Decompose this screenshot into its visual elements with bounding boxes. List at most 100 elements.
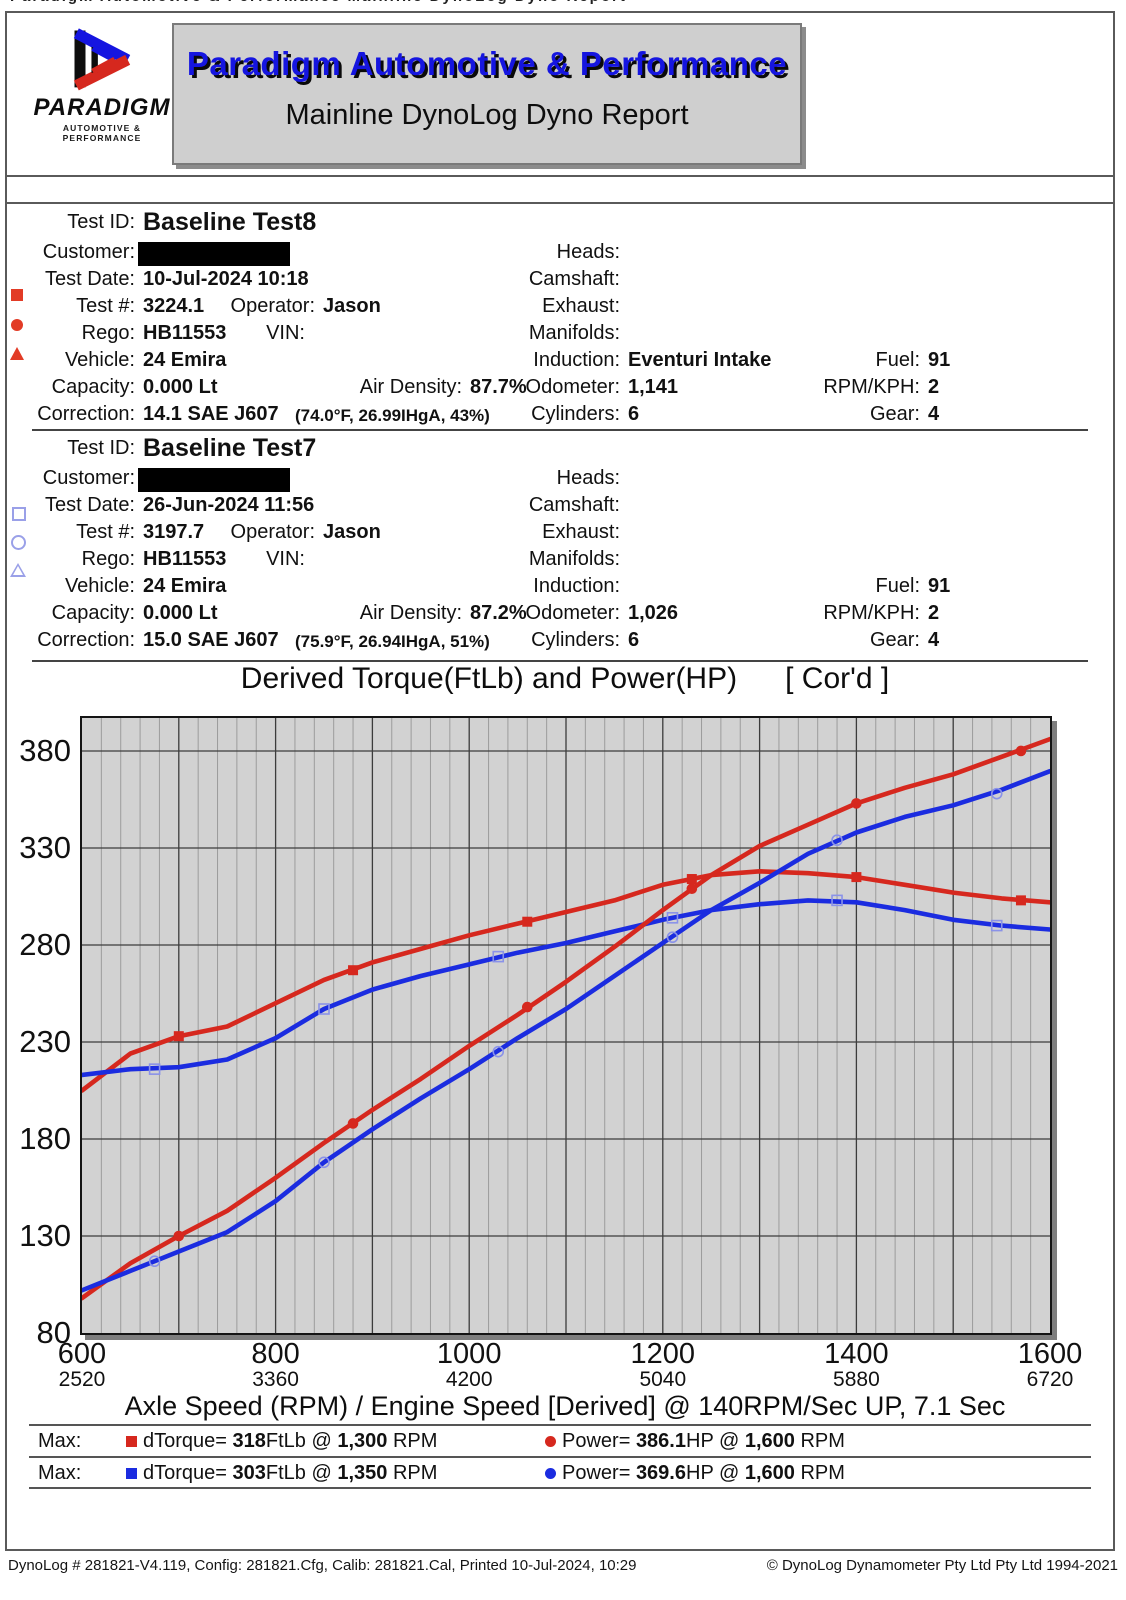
chart-section-divider [32, 660, 1088, 662]
test-id-value: Baseline Test8 [143, 208, 317, 236]
manifolds-label: Manifolds: [528, 548, 620, 570]
x-tick-axle-1200: 1200 [630, 1338, 696, 1370]
power-curve-test8-marker [851, 798, 862, 809]
torque-curve-test7-marker [831, 894, 843, 907]
test8-square-marker-icon [11, 289, 23, 301]
power-curve-test8-marker [1015, 745, 1027, 757]
power-curve-test7-marker [318, 1156, 330, 1169]
exhaust-label: Exhaust: [542, 295, 620, 317]
operator-value: Jason [323, 295, 381, 317]
atmospheric-conditions: (75.9°F, 26.94IHgA, 51%) [295, 632, 490, 651]
power-curve-test7-marker [831, 834, 843, 847]
test-id-row: Test ID: Baseline Test8 [7, 208, 1113, 241]
report-title: Mainline DynoLog Dyno Report [285, 99, 689, 131]
chart-title: Derived Torque(FtLb) and Power(HP) [ Cor… [80, 662, 1050, 696]
blue-circle-legend-icon [545, 1467, 556, 1479]
power-curve-test7 [79, 768, 1053, 1293]
report-sheet: PARADIGM AUTOMOTIVE & PERFORMANCE Paradi… [5, 11, 1115, 1551]
test-number-label: Test #: [76, 295, 135, 317]
test-number-row: Test #: 3224.1 Operator: Jason Exhaust: [7, 295, 1113, 322]
rpmkph-value: 2 [928, 376, 940, 398]
vehicle-label: Vehicle: [64, 349, 135, 371]
power-max-test7: Power= 369.6HP @ 1,600 RPM [545, 1462, 845, 1485]
test-id-label: Test ID: [67, 211, 135, 233]
vehicle-label: Vehicle: [64, 575, 135, 597]
test8-triangle-marker-icon [10, 347, 24, 360]
air-density-value: 87.2% [470, 602, 527, 624]
legend-row-test7: Max: dTorque= 303FtLb @ 1,350 RPM Power=… [38, 1460, 1082, 1486]
induction-label: Induction: [533, 575, 620, 597]
test-date-label: Test Date: [44, 494, 135, 516]
customer-redaction-box [138, 468, 290, 492]
vehicle-row: Vehicle: 24 Emira Induction: Fuel: 91 [7, 575, 1113, 602]
odometer-label: Odometer: [525, 376, 620, 398]
rpmkph-label: RPM/KPH: [823, 376, 920, 398]
test-date-label: Test Date: [44, 268, 135, 290]
fuel-value: 91 [928, 575, 951, 597]
power-curve-test8-marker [347, 1118, 359, 1129]
torque-curve-test7 [79, 898, 1053, 1078]
operator-label: Operator: [230, 295, 315, 317]
cylinders-label: Cylinders: [531, 403, 620, 425]
footer-config-info: DynoLog # 281821-V4.119, Config: 281821.… [8, 1557, 637, 1574]
y-tick-330: 330 [19, 829, 71, 865]
customer-row: Customer: Heads: [7, 241, 1113, 268]
x-tick-axle-1600: 1600 [1017, 1338, 1083, 1370]
cylinders-value: 6 [628, 403, 640, 425]
torque-curve-test7-marker [148, 1063, 161, 1075]
test-date-row: Test Date: 26-Jun-2024 11:56 Camshaft: [7, 494, 1113, 521]
induction-label: Induction: [533, 349, 620, 371]
chart-title-suffix: [ Cor'd ] [785, 662, 890, 695]
heads-label: Heads: [556, 467, 620, 489]
x-tick-engine-5040: 5040 [639, 1368, 687, 1391]
x-tick-axle-800: 800 [251, 1338, 300, 1370]
test-id-row: Test ID: Baseline Test7 [7, 434, 1113, 467]
x-tick-axle-1400: 1400 [824, 1338, 889, 1370]
dyno-plot-area [79, 716, 1053, 1335]
test-date-row: Test Date: 10-Jul-2024 10:18 Camshaft: [7, 268, 1113, 295]
test-date-value: 26-Jun-2024 11:56 [143, 494, 315, 516]
capacity-label: Capacity: [51, 602, 135, 624]
legend-divider-bottom [29, 1487, 1091, 1489]
test-date-value: 10-Jul-2024 10:18 [143, 268, 309, 290]
rego-row: Rego: HB11553 VIN: Manifolds: [7, 548, 1113, 575]
report-title-box: Paradigm Automotive & Performance Mainli… [172, 23, 802, 165]
capacity-row: Capacity: 0.000 Lt Air Density: 87.7% Od… [7, 376, 1113, 403]
torque-curve-test8-marker [522, 916, 533, 927]
paradigm-logo: PARADIGM AUTOMOTIVE & PERFORMANCE [32, 25, 172, 143]
x-axis-axle-speed-labels: 600 800 1000 1200 1400 1600 [58, 1338, 1082, 1370]
rego-label: Rego: [81, 548, 135, 570]
power-curve-test7-marker [492, 1045, 505, 1058]
clipped-print-header: Paradigm Automotive & Performance Mainli… [0, 0, 1126, 11]
air-density-value: 87.7% [470, 376, 527, 398]
test8-circle-marker-icon [11, 319, 23, 331]
manifolds-label: Manifolds: [528, 322, 620, 344]
company-title: Paradigm Automotive & Performance [186, 45, 788, 82]
torque-curve-test8 [79, 869, 1053, 1093]
x-axis-engine-speed-labels: 2520 3360 4200 5040 5880 6720 [59, 1368, 1074, 1392]
gear-value: 4 [928, 629, 940, 651]
test-block-baseline-test8: Test ID: Baseline Test8 Customer: Heads:… [7, 208, 1113, 430]
logo-tagline: AUTOMOTIVE & PERFORMANCE [62, 123, 142, 143]
correction-value: 14.1 SAE J607 [143, 403, 279, 425]
power-curve-test8 [79, 736, 1053, 1301]
power-curve-test8-marker [686, 883, 698, 895]
chart-title-main: Derived Torque(FtLb) and Power(HP) [240, 662, 738, 695]
logo-wordmark: PARADIGM [33, 94, 171, 121]
capacity-value: 0.000 Lt [143, 602, 218, 624]
torque-max-test8: dTorque= 318FtLb @ 1,300 RPM [143, 1429, 438, 1452]
gear-value: 4 [928, 403, 940, 425]
red-circle-legend-icon [545, 1435, 556, 1447]
legend-row-test8: Max: dTorque= 318FtLb @ 1,300 RPM Power=… [38, 1428, 1082, 1454]
test7-triangle-marker-icon [10, 563, 26, 577]
torque-max-test7: dTorque= 303FtLb @ 1,350 RPM [143, 1461, 438, 1484]
operator-value: Jason [323, 521, 381, 543]
power-curve-test7-marker [666, 931, 679, 944]
vin-label: VIN: [266, 322, 305, 344]
vehicle-value: 24 Emira [143, 349, 227, 371]
power-curve-test7-marker [148, 1255, 161, 1268]
induction-value: Eventuri Intake [628, 349, 772, 371]
capacity-row: Capacity: 0.000 Lt Air Density: 87.2% Od… [7, 602, 1113, 629]
customer-row: Customer: Heads: [7, 467, 1113, 494]
legend-divider-top [29, 1424, 1091, 1426]
